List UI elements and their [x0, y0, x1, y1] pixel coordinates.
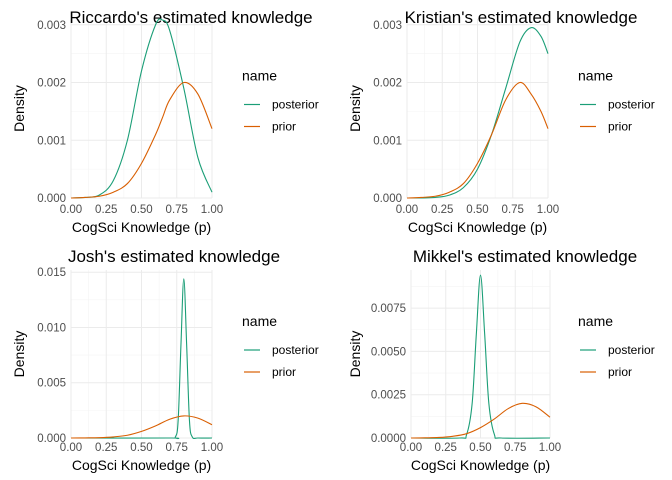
panel-2: 0.00 0.25 0.50 0.75 1.00 0.000 0.001 0.002 0.003…	[347, 8, 655, 235]
legend-label-prior: prior	[608, 120, 632, 134]
legend-label-posterior: posterior	[608, 343, 655, 357]
legend-label-prior: prior	[608, 365, 632, 379]
legend: name posterior prior	[578, 68, 655, 134]
y-axis-title: Density	[347, 85, 363, 132]
legend-title: name	[578, 68, 613, 84]
y-tick-label: 0.001	[37, 135, 66, 147]
y-tick-label: 0.003	[37, 20, 66, 32]
y-axis-title: Density	[347, 331, 363, 378]
y-tick-label: 0.003	[373, 20, 402, 32]
y-tick-label: 0.0000	[371, 433, 406, 445]
chart-title: Kristian's estimated knowledge	[405, 8, 638, 27]
legend-title: name	[578, 313, 613, 329]
legend: name posterior prior	[242, 313, 319, 379]
chart-title: Riccardo's estimated knowledge	[69, 8, 312, 27]
y-axis-title: Density	[11, 331, 27, 378]
series-line-prior	[70, 415, 213, 439]
legend: name posterior prior	[578, 313, 655, 379]
y-tick-label: 0.000	[37, 193, 66, 205]
x-tick-label: 1.00	[201, 204, 223, 216]
y-tick-label: 0.000	[373, 193, 402, 205]
y-tick-label: 0.000	[37, 433, 66, 445]
y-tick-label: 0.015	[37, 267, 66, 279]
legend-label-prior: prior	[272, 120, 296, 134]
series-line-posterior	[70, 18, 213, 199]
series-line-prior	[406, 81, 549, 199]
legend: name posterior prior	[242, 68, 319, 134]
x-tick-label: 0.50	[130, 204, 152, 216]
x-tick-label: 0.50	[469, 442, 491, 454]
x-tick-label: 0.75	[166, 204, 188, 216]
y-tick-label: 0.010	[37, 322, 66, 334]
x-axis-title: CogSci Knowledge (p)	[72, 219, 211, 235]
x-axis-title: CogSci Knowledge (p)	[408, 219, 547, 235]
y-tick-label: 0.0050	[371, 346, 406, 358]
x-tick-label: 0.00	[60, 204, 82, 216]
panel-1: 0.00 0.25 0.50 0.75 1.00 0.000 0.001 0.002 0.003…	[11, 8, 319, 235]
legend-label-posterior: posterior	[272, 98, 319, 112]
panel-3: 0.00 0.25 0.50 0.75 1.00 0.000 0.005 0.010 0.015…	[11, 247, 319, 473]
series-line-posterior	[410, 274, 551, 439]
y-tick-label: 0.002	[37, 78, 66, 90]
y-tick-label: 0.005	[37, 378, 66, 390]
x-tick-label: 0.50	[466, 204, 488, 216]
series-line-posterior	[70, 278, 213, 440]
x-tick-label: 0.25	[431, 204, 453, 216]
legend-label-posterior: posterior	[608, 98, 655, 112]
x-tick-label: 0.75	[502, 204, 524, 216]
series-line-prior	[410, 402, 551, 439]
legend-label-prior: prior	[272, 365, 296, 379]
x-tick-label: 0.00	[400, 442, 422, 454]
chart-title: Mikkel's estimated knowledge	[413, 247, 637, 266]
legend-title: name	[242, 68, 277, 84]
x-axis-title: CogSci Knowledge (p)	[411, 457, 550, 473]
x-tick-label: 1.00	[537, 204, 559, 216]
y-tick-label: 0.001	[373, 135, 402, 147]
x-tick-label: 1.00	[539, 442, 561, 454]
x-axis-title: CogSci Knowledge (p)	[72, 457, 211, 473]
x-tick-label: 0.75	[166, 442, 188, 454]
x-tick-label: 0.25	[435, 442, 457, 454]
y-axis-title: Density	[11, 85, 27, 132]
legend-label-posterior: posterior	[272, 343, 319, 357]
y-tick-label: 0.0025	[371, 390, 406, 402]
series-line-prior	[70, 81, 213, 199]
legend-title: name	[242, 313, 277, 329]
x-tick-label: 0.25	[95, 204, 117, 216]
series-line-posterior	[406, 27, 549, 199]
x-tick-label: 0.00	[396, 204, 418, 216]
x-tick-label: 0.50	[130, 442, 152, 454]
y-tick-label: 0.0075	[371, 303, 406, 315]
panel-4: 0.00 0.25 0.50 0.75 1.00 0.0000 0.0025 0.0050 0.…	[347, 247, 655, 473]
chart-title: Josh's estimated knowledge	[68, 247, 280, 266]
x-tick-label: 1.00	[201, 442, 223, 454]
y-tick-label: 0.002	[373, 78, 402, 90]
x-tick-label: 0.25	[95, 442, 117, 454]
x-tick-label: 0.00	[60, 442, 82, 454]
x-tick-label: 0.75	[504, 442, 526, 454]
